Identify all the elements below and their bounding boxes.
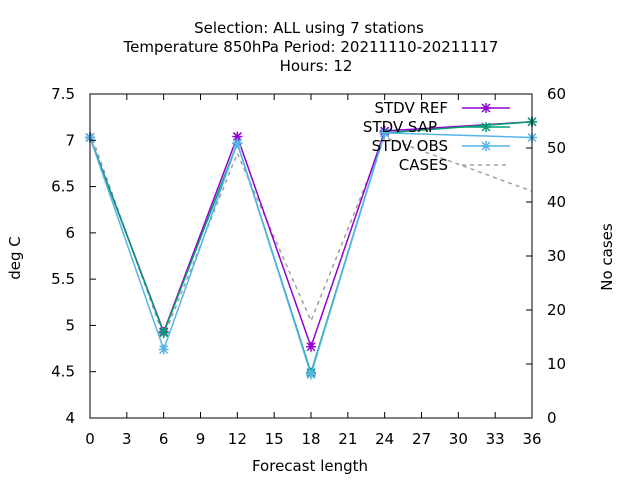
y-tick-label: 5.5	[51, 270, 75, 288]
x-tick-label: 24	[375, 430, 394, 448]
y2-tick-label: 60	[547, 85, 566, 103]
legend-item-stdv-obs: STDV OBS	[372, 137, 510, 155]
chart-title-line-2: Temperature 850hPa Period: 20211110-2021…	[123, 38, 499, 56]
x-tick-label: 36	[522, 430, 541, 448]
y-tick-label: 6.5	[51, 178, 75, 196]
series-line-stdv-obs	[89, 132, 533, 378]
y-tick-label: 4.5	[51, 363, 75, 381]
legend-label: STDV REF	[374, 99, 448, 117]
y2-tick-label: 20	[547, 301, 566, 319]
legend-label: STDV SAP	[363, 118, 437, 136]
y2-tick-label: 40	[547, 193, 566, 211]
data-point-stdv-obs	[232, 138, 243, 149]
x-tick-label: 12	[228, 430, 247, 448]
legend-label: CASES	[399, 156, 448, 174]
legend-marker	[481, 122, 491, 132]
legend-marker	[481, 103, 491, 113]
legend-label: STDV OBS	[372, 137, 448, 155]
x-tick-label: 3	[122, 430, 132, 448]
x-tick-label: 18	[301, 430, 320, 448]
data-point-stdv-ref	[306, 341, 316, 352]
series-line-cases	[89, 131, 533, 340]
x-tick-label: 33	[486, 430, 505, 448]
y-tick-label: 5	[65, 316, 75, 334]
chart-title-line-3: Hours: 12	[280, 57, 353, 75]
y-tick-label: 7.5	[51, 85, 75, 103]
y2-axis-label: No cases	[598, 223, 616, 291]
y2-tick-label: 0	[547, 409, 557, 427]
x-tick-label: 30	[449, 430, 468, 448]
series-line-stdv-sap	[89, 121, 533, 376]
y-axis-label: deg C	[6, 236, 24, 280]
x-tick-label: 27	[412, 430, 431, 448]
y-tick-label: 4	[65, 409, 75, 427]
y2-tick-label: 50	[547, 139, 566, 157]
series-layer	[85, 116, 537, 380]
data-point-stdv-sap	[158, 327, 169, 338]
x-tick-label: 0	[85, 430, 95, 448]
legend-marker	[481, 141, 491, 151]
data-point-stdv-obs	[306, 369, 316, 380]
x-tick-label: 15	[265, 430, 284, 448]
series-stdv-sap	[85, 116, 537, 378]
x-tick-label: 6	[159, 430, 169, 448]
series-cases	[89, 131, 533, 340]
data-point-stdv-obs	[158, 344, 169, 355]
legend-item-stdv-ref: STDV REF	[374, 99, 510, 117]
x-axis-label: Forecast length	[252, 457, 368, 475]
legend-item-cases: CASES	[399, 156, 510, 174]
y-tick-label: 6	[65, 224, 75, 242]
legend-item-stdv-sap: STDV SAP	[363, 118, 510, 136]
chart-title-line-1: Selection: ALL using 7 stations	[194, 19, 424, 37]
y2-tick-label: 10	[547, 355, 566, 373]
x-tick-label: 21	[338, 430, 357, 448]
x-tick-label: 9	[196, 430, 206, 448]
data-point-stdv-obs	[379, 127, 390, 138]
y-tick-label: 7	[65, 131, 75, 149]
y2-tick-label: 30	[547, 247, 566, 265]
tick-layer: 0 3 6 9 12 15 18 21 24 27 30 33 3644.555.566.577.501…	[51, 85, 566, 448]
